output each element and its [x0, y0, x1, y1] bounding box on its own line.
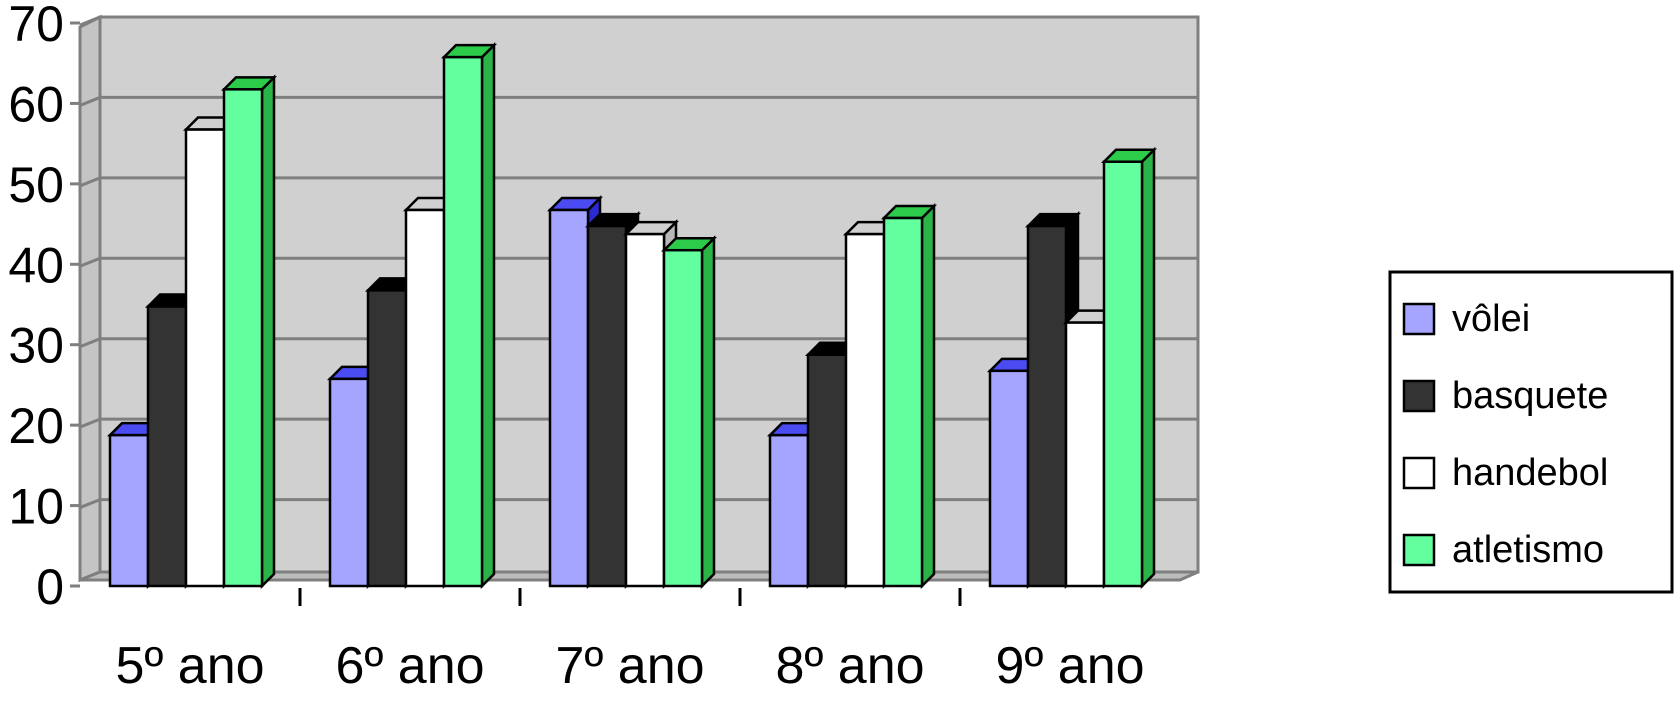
legend: vôlei basquete handebol atletismo: [1388, 270, 1674, 594]
legend-label: atletismo: [1452, 529, 1604, 571]
y-tick-label: 0: [36, 559, 64, 615]
bar-atletismo-6-ano: [440, 42, 498, 590]
x-tick-label-8-ano: 8º ano: [775, 637, 924, 695]
x-tick-label-7-ano: 7º ano: [555, 637, 704, 695]
gridline: [79, 15, 1198, 27]
legend-item-volei: vôlei: [1402, 298, 1530, 340]
gridline: [79, 176, 1198, 188]
y-tick-label: 50: [8, 157, 64, 213]
bar-atletismo-7-ano: [660, 235, 718, 590]
legend-label: handebol: [1452, 452, 1608, 494]
legend-item-atletismo: atletismo: [1402, 529, 1604, 571]
x-axis: 5º ano 6º ano 7º ano 8º ano 9º ano: [115, 588, 1145, 695]
bars: [106, 42, 1158, 590]
y-tick-label: 40: [8, 237, 64, 293]
bar-volei-8-ano: [766, 420, 824, 590]
x-tick-label-5-ano: 5º ano: [115, 637, 264, 695]
y-tick-label: 30: [8, 318, 64, 374]
gridline: [79, 337, 1198, 349]
gridline: [79, 95, 1198, 107]
gridline: [79, 256, 1198, 268]
legend-box: [1388, 270, 1674, 594]
bar-atletismo-9-ano: [1100, 146, 1158, 590]
x-tick-label-9-ano: 9º ano: [995, 637, 1144, 695]
legend-label: basquete: [1452, 375, 1608, 417]
legend-swatch: [1402, 456, 1436, 490]
y-tick-label: 60: [8, 76, 64, 132]
legend-item-basquete: basquete: [1402, 375, 1608, 417]
legend-swatch: [1402, 533, 1436, 567]
y-axis: 0 10 20 30 40 50 60 70: [8, 0, 82, 615]
legend-swatch: [1402, 379, 1436, 413]
legend-item-handebol: handebol: [1402, 452, 1608, 494]
bar-atletismo-8-ano: [880, 203, 938, 590]
legend-swatch: [1402, 302, 1436, 336]
y-tick-label: 70: [8, 0, 64, 52]
x-tick-label-6-ano: 6º ano: [335, 637, 484, 695]
legend-label: vôlei: [1452, 298, 1530, 340]
y-tick-label: 20: [8, 398, 64, 454]
y-tick-label: 10: [8, 479, 64, 535]
bar-atletismo-5-ano: [220, 74, 278, 590]
